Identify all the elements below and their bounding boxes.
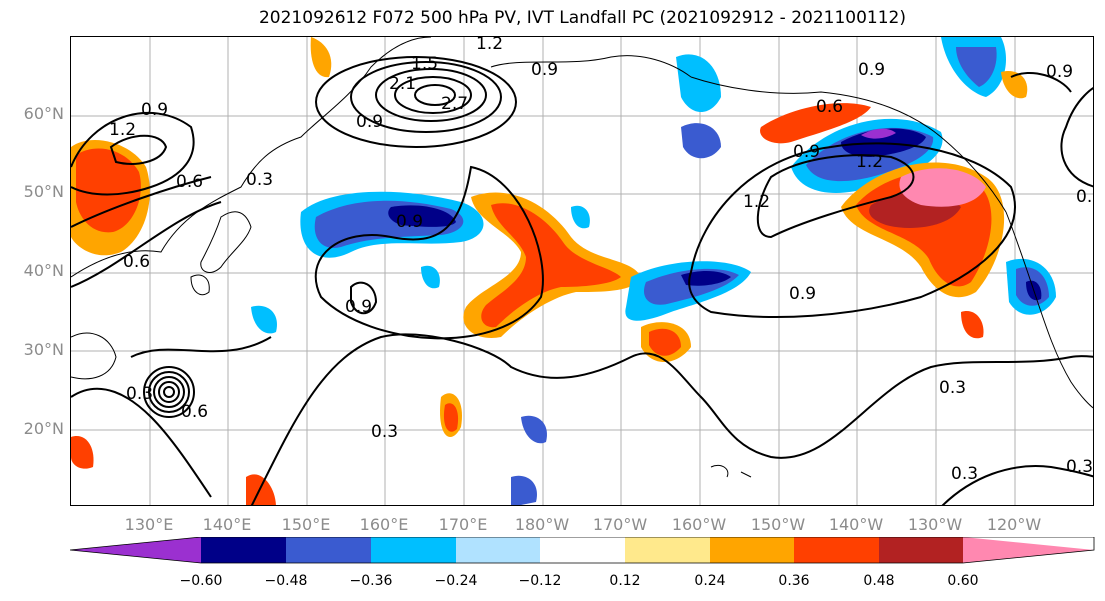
- lon-label: 130°E: [124, 515, 174, 534]
- contour-label: 0.3: [951, 464, 978, 484]
- lon-label: 180°W: [514, 515, 570, 534]
- colorbar-tick-label: −0.60: [179, 573, 223, 589]
- colorbar-segment: [710, 537, 794, 563]
- colorbar-segment: [625, 537, 710, 563]
- contour-label: 0.9: [1076, 187, 1094, 207]
- colorbar-tick-label: 0.12: [609, 573, 641, 589]
- contour-label: 0.9: [789, 284, 816, 304]
- lon-label: 130°W: [907, 515, 963, 534]
- contour-label: 0.9: [1046, 62, 1073, 82]
- map-panel: 1.2 1.5 2.1 2.7 0.9 0.9 0.9 0.6 0.9 1.2 …: [70, 36, 1094, 506]
- map-canvas: 1.2 1.5 2.1 2.7 0.9 0.9 0.9 0.6 0.9 1.2 …: [71, 37, 1094, 505]
- contour-label: 0.9: [531, 60, 558, 80]
- contour-label: 0.6: [816, 97, 843, 117]
- pv-fills: [71, 37, 1056, 505]
- lon-label: 170°W: [592, 515, 648, 534]
- contour-label: 0.6: [123, 252, 150, 272]
- colorbar-tick-label: −0.12: [518, 573, 562, 589]
- colorbar-segment: [879, 537, 963, 563]
- colorbar: [70, 537, 1095, 564]
- contour-label: 0.9: [345, 297, 372, 317]
- lon-label: 120°W: [986, 515, 1042, 534]
- colorbar-segment: [456, 537, 540, 563]
- lon-label: 140°W: [828, 515, 884, 534]
- colorbar-segment: [540, 537, 625, 563]
- contour-label: 0.9: [858, 60, 885, 80]
- colorbar-tick-label: 0.60: [947, 573, 979, 589]
- contour-label: 0.3: [126, 384, 153, 404]
- contour-label: 1.2: [743, 192, 770, 212]
- map-title: 2021092612 F072 500 hPa PV, IVT Landfall…: [258, 8, 906, 28]
- colorbar-segment: [286, 537, 371, 563]
- contour-label-group: 1.2 1.5 2.1 2.7 0.9 0.9 0.9 0.6 0.9 1.2 …: [109, 37, 1094, 484]
- contour-label: 0.9: [396, 212, 423, 232]
- lon-label: 170°E: [438, 515, 488, 534]
- contour-label: 0.9: [141, 100, 168, 120]
- lat-label: 20°N: [23, 419, 64, 438]
- contour-label: 2.7: [441, 94, 468, 114]
- colorbar-tick-label: 0.48: [863, 573, 895, 589]
- contour-label: 0.3: [939, 378, 966, 398]
- colorbar-tick-label: −0.48: [264, 573, 308, 589]
- lon-label: 150°E: [281, 515, 331, 534]
- lat-label: 40°N: [23, 261, 64, 280]
- pv-contours: [71, 56, 1093, 505]
- lon-label: 150°W: [750, 515, 806, 534]
- colorbar-outline: [70, 537, 1095, 564]
- contour-label: 0.9: [356, 112, 383, 132]
- colorbar-segment: [963, 537, 1094, 563]
- colorbar-tick-label: −0.36: [349, 573, 393, 589]
- contour-label: 1.2: [109, 120, 136, 140]
- contour-label: 1.2: [856, 152, 883, 172]
- contour-label: 0.3: [371, 422, 398, 442]
- colorbar-segment: [794, 537, 879, 563]
- colorbar-tick-label: 0.36: [778, 573, 810, 589]
- lat-label: 50°N: [23, 182, 64, 201]
- lon-label: 140°E: [202, 515, 252, 534]
- colorbar-tick-label: 0.24: [694, 573, 726, 589]
- contour-label: 2.1: [389, 74, 416, 94]
- colorbar-tick-label: −0.24: [434, 573, 478, 589]
- colorbar-segment: [201, 537, 286, 563]
- contour-label: 0.9: [793, 142, 820, 162]
- colorbar-segment: [70, 537, 201, 563]
- coastlines: [71, 37, 1093, 478]
- contour-label: 0.3: [246, 170, 273, 190]
- contour-label: 0.3: [1066, 457, 1093, 477]
- colorbar-segment: [371, 537, 456, 563]
- contour-label: 0.6: [176, 172, 203, 192]
- contour-label: 1.2: [476, 37, 503, 54]
- contour-label: 0.6: [181, 402, 208, 422]
- lat-label: 30°N: [23, 340, 64, 359]
- lon-label: 160°E: [359, 515, 409, 534]
- lon-label: 160°W: [671, 515, 727, 534]
- contour-label: 1.5: [411, 54, 438, 74]
- lat-label: 60°N: [23, 104, 64, 123]
